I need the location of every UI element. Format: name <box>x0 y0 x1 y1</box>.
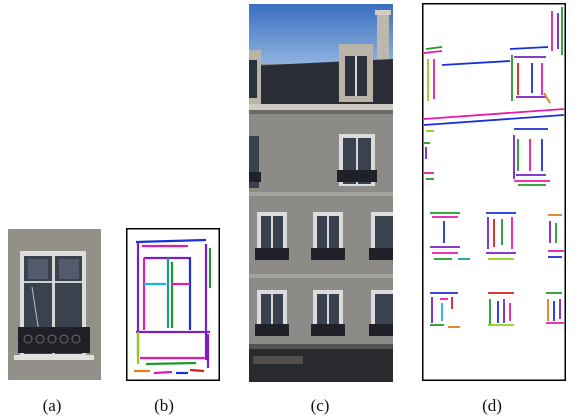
caption-a: (a) <box>42 396 62 415</box>
window-photo <box>8 229 101 380</box>
facade-window-row-2 <box>255 212 393 260</box>
window-edge-map <box>126 228 220 381</box>
facade-edge-map <box>422 3 566 381</box>
panel-b-window-edges <box>126 228 220 381</box>
facade-photo <box>249 4 393 382</box>
facade-window-row-1 <box>249 134 377 188</box>
panel-d-facade-edges <box>422 3 566 381</box>
caption-d: (d) <box>482 396 502 415</box>
caption-b: (b) <box>154 396 174 415</box>
panel-c-facade-photo <box>249 4 393 382</box>
caption-c: (c) <box>310 396 330 415</box>
panel-a-window-photo <box>8 229 101 380</box>
facade-window-row-3 <box>255 290 393 336</box>
